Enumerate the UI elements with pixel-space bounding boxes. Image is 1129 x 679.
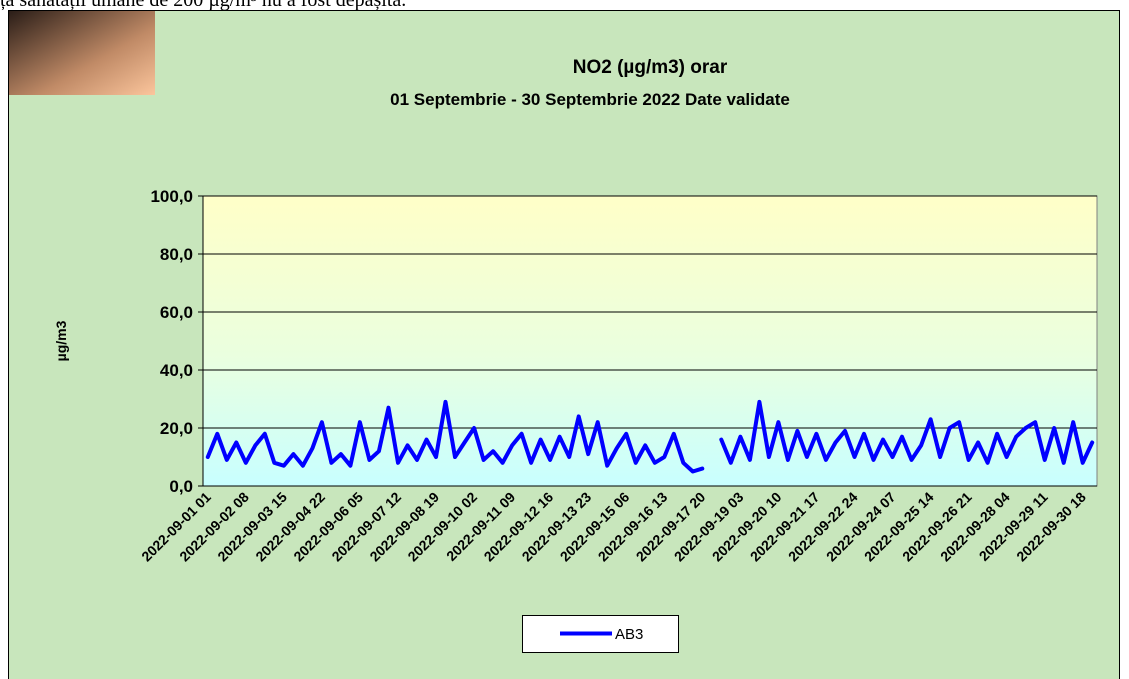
y-axis-label: µg/m3 xyxy=(53,320,69,361)
y-tick-label: 80,0 xyxy=(160,245,193,264)
y-tick-label: 0,0 xyxy=(169,477,193,496)
data-line xyxy=(205,399,1095,474)
chart-title: NO2 (µg/m3) orar xyxy=(573,57,728,78)
y-tick-label: 100,0 xyxy=(150,187,193,206)
y-tick-label: 40,0 xyxy=(160,361,193,380)
chart-subtitle: 01 Septembrie - 30 Septembrie 2022 Date … xyxy=(390,90,790,109)
y-tick-label: 20,0 xyxy=(160,419,193,438)
corner-decoration xyxy=(9,11,155,95)
y-tick-label: 60,0 xyxy=(160,303,193,322)
header-text: ța sănătății umane de 200 µg/m³ nu a fos… xyxy=(0,0,406,11)
legend-label: AB3 xyxy=(615,626,643,643)
